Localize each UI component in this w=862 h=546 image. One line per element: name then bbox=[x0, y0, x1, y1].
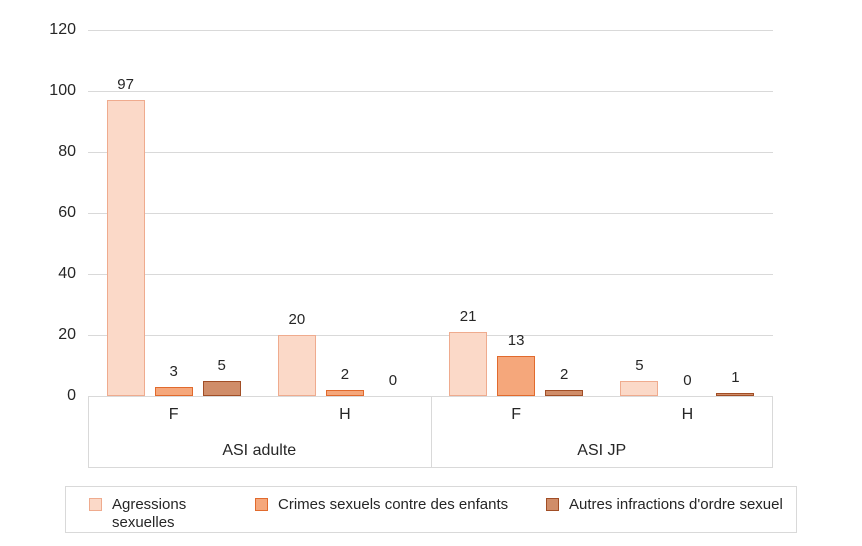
data-label-3-s2: 0 bbox=[683, 372, 692, 389]
bar-asi-jp-h-s1 bbox=[620, 380, 659, 396]
data-label-1-s3: 0 bbox=[388, 372, 398, 389]
group-label-1: ASI JP bbox=[577, 442, 627, 459]
legend-swatch-icon bbox=[89, 498, 102, 511]
legend-label-2: Crimes sexuels contre des enfants bbox=[278, 496, 509, 513]
y-tick-20: 20 bbox=[58, 326, 76, 343]
bar-asi-jp-h-s3 bbox=[716, 392, 755, 396]
bar-asi-adulte-f-s3 bbox=[202, 380, 241, 396]
gridline-100 bbox=[88, 90, 773, 92]
y-tick-60: 60 bbox=[58, 204, 76, 221]
data-label-0-s2: 3 bbox=[169, 362, 178, 380]
y-tick-40: 40 bbox=[58, 265, 76, 282]
data-label-1-s2: 2 bbox=[340, 365, 350, 383]
data-label-3-s3: 1 bbox=[731, 368, 740, 386]
bar-asi-adulte-f-s1 bbox=[106, 100, 145, 396]
legend-label-1: Agressions sexuelles bbox=[112, 496, 187, 531]
gridline-20 bbox=[88, 334, 773, 336]
legend-label-3: Autres infractions d'ordre sexuel bbox=[569, 496, 783, 513]
x-label-h-1: H bbox=[681, 406, 694, 423]
bar-asi-jp-f-s3 bbox=[545, 389, 584, 396]
bar-asi-adulte-h-s1 bbox=[277, 335, 316, 396]
group-divider bbox=[430, 396, 432, 468]
bar-asi-jp-f-s1 bbox=[449, 331, 488, 396]
data-label-2-s3: 2 bbox=[559, 365, 569, 383]
x-label-f-1: F bbox=[511, 406, 522, 423]
data-label-2-s2: 13 bbox=[507, 332, 525, 350]
x-label-f-0: F bbox=[168, 406, 179, 423]
legend-item-3: Autres infractions d'ordre sexuel bbox=[546, 496, 783, 514]
bar-asi-adulte-h-s2 bbox=[325, 389, 364, 396]
gridline-80 bbox=[88, 151, 773, 153]
legend: Agressions sexuelles Crimes sexuels contr… bbox=[65, 486, 797, 533]
y-tick-0: 0 bbox=[67, 387, 76, 404]
legend-swatch-icon bbox=[546, 498, 559, 511]
data-label-3-s1: 5 bbox=[635, 356, 644, 374]
y-tick-120: 120 bbox=[49, 21, 76, 38]
data-label-0-s1: 97 bbox=[117, 76, 134, 94]
group-label-0: ASI adulte bbox=[222, 442, 297, 459]
data-label-2-s1: 21 bbox=[459, 307, 477, 325]
legend-item-2: Crimes sexuels contre des enfants bbox=[255, 496, 508, 514]
bar-asi-jp-f-s2 bbox=[497, 356, 536, 396]
y-tick-80: 80 bbox=[58, 143, 76, 160]
gridline-120 bbox=[88, 29, 773, 31]
legend-swatch-icon bbox=[255, 498, 268, 511]
bar-asi-adulte-f-s2 bbox=[154, 386, 193, 396]
y-tick-100: 100 bbox=[49, 82, 76, 99]
legend-item-1: Agressions sexuelles bbox=[89, 496, 186, 532]
x-label-h-0: H bbox=[339, 406, 351, 423]
gridline-40 bbox=[88, 273, 773, 275]
data-label-0-s3: 5 bbox=[217, 356, 226, 374]
data-label-1-s1: 20 bbox=[288, 311, 306, 328]
gridline-60 bbox=[88, 212, 773, 214]
